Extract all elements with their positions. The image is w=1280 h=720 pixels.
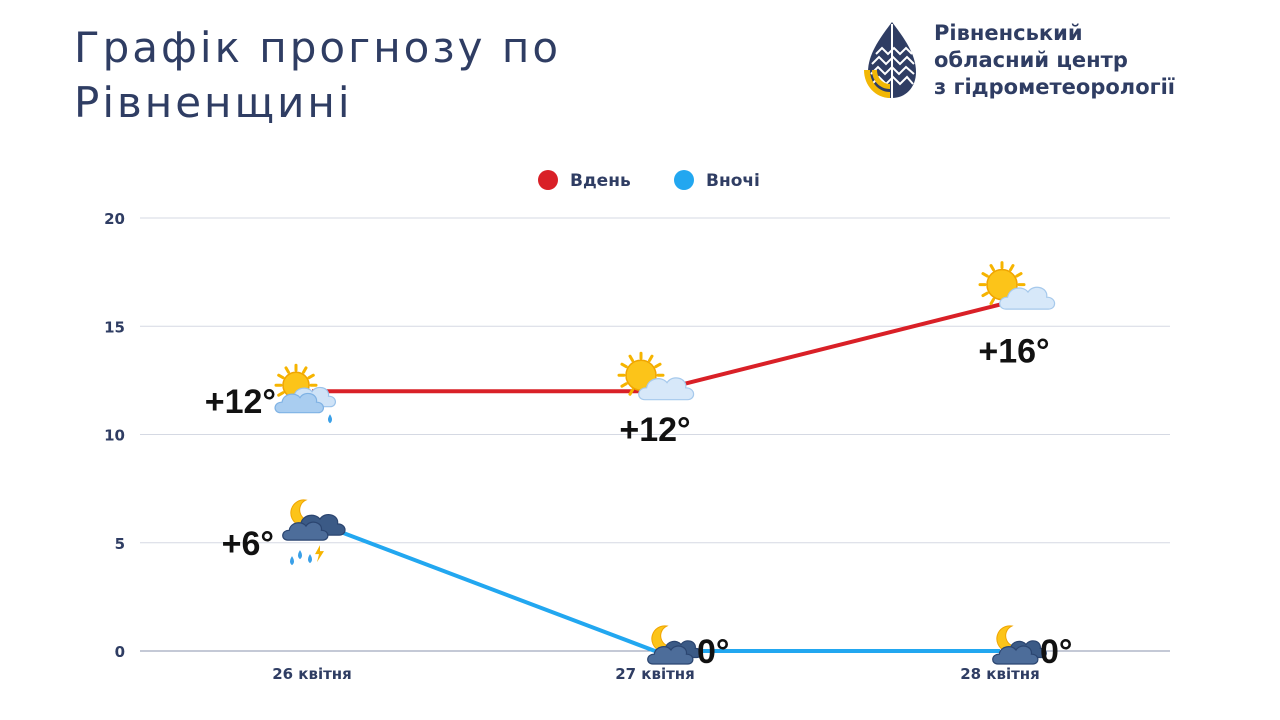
- series-lines: [311, 302, 1001, 653]
- legend-label-0: Вдень: [570, 171, 631, 191]
- page-title: Графік прогнозу по Рівненщині: [74, 20, 714, 130]
- y-tick-label: 5: [115, 535, 125, 553]
- temperature-label: 0°: [1040, 633, 1073, 671]
- y-tick-label: 0: [115, 643, 125, 661]
- x-tick-label: 26 квітня: [272, 665, 352, 683]
- legend-marker-0: [538, 170, 558, 190]
- logo-text-line-1: Рівненський: [934, 21, 1083, 45]
- sun-cloud-icon: [617, 351, 695, 401]
- moon-cloud-icon: [647, 625, 702, 665]
- y-axis-ticks: 0 5 10 15 20: [104, 210, 125, 661]
- x-tick-label: 28 квітня: [960, 665, 1040, 683]
- y-tick-label: 10: [104, 427, 125, 445]
- y-tick-label: 15: [104, 318, 125, 336]
- title-line-1: Графік прогнозу по: [74, 23, 562, 72]
- legend-marker-1: [674, 170, 694, 190]
- sun-cloud-rain-icon: [274, 363, 337, 424]
- legend-label-1: Вночі: [706, 171, 760, 191]
- organization-logo: Рівненський обласний центр з гідрометеор…: [862, 20, 1242, 104]
- organization-name: Рівненський обласний центр з гідрометеор…: [934, 20, 1244, 101]
- moon-cloud-thunderstorm-icon: [282, 499, 346, 566]
- temperature-label: +12°: [205, 383, 276, 421]
- leaf-drop-logo-icon: [864, 22, 916, 98]
- temperature-label: 0°: [697, 633, 730, 671]
- x-tick-label: 27 квітня: [615, 665, 695, 683]
- moon-cloud-icon: [992, 625, 1047, 665]
- weather-icons: [274, 261, 1056, 665]
- temperature-label: +12°: [619, 411, 690, 449]
- title-line-2: Рівненщині: [74, 78, 353, 127]
- logo-text-line-2: обласний центр: [934, 48, 1128, 72]
- temperature-labels: +12° +12° +16° +6° 0° 0°: [205, 333, 1073, 671]
- temperature-label: +16°: [978, 333, 1049, 371]
- chart-legend: Вдень Вночі: [538, 170, 760, 191]
- chart-grid: [140, 217, 1170, 652]
- logo-text-line-3: з гідрометеорології: [934, 75, 1175, 99]
- sun-cloud-icon: [978, 261, 1056, 310]
- y-tick-label: 20: [104, 210, 125, 228]
- temperature-label: +6°: [222, 525, 274, 563]
- x-axis-ticks: 26 квітня 27 квітня 28 квітня: [272, 665, 1040, 683]
